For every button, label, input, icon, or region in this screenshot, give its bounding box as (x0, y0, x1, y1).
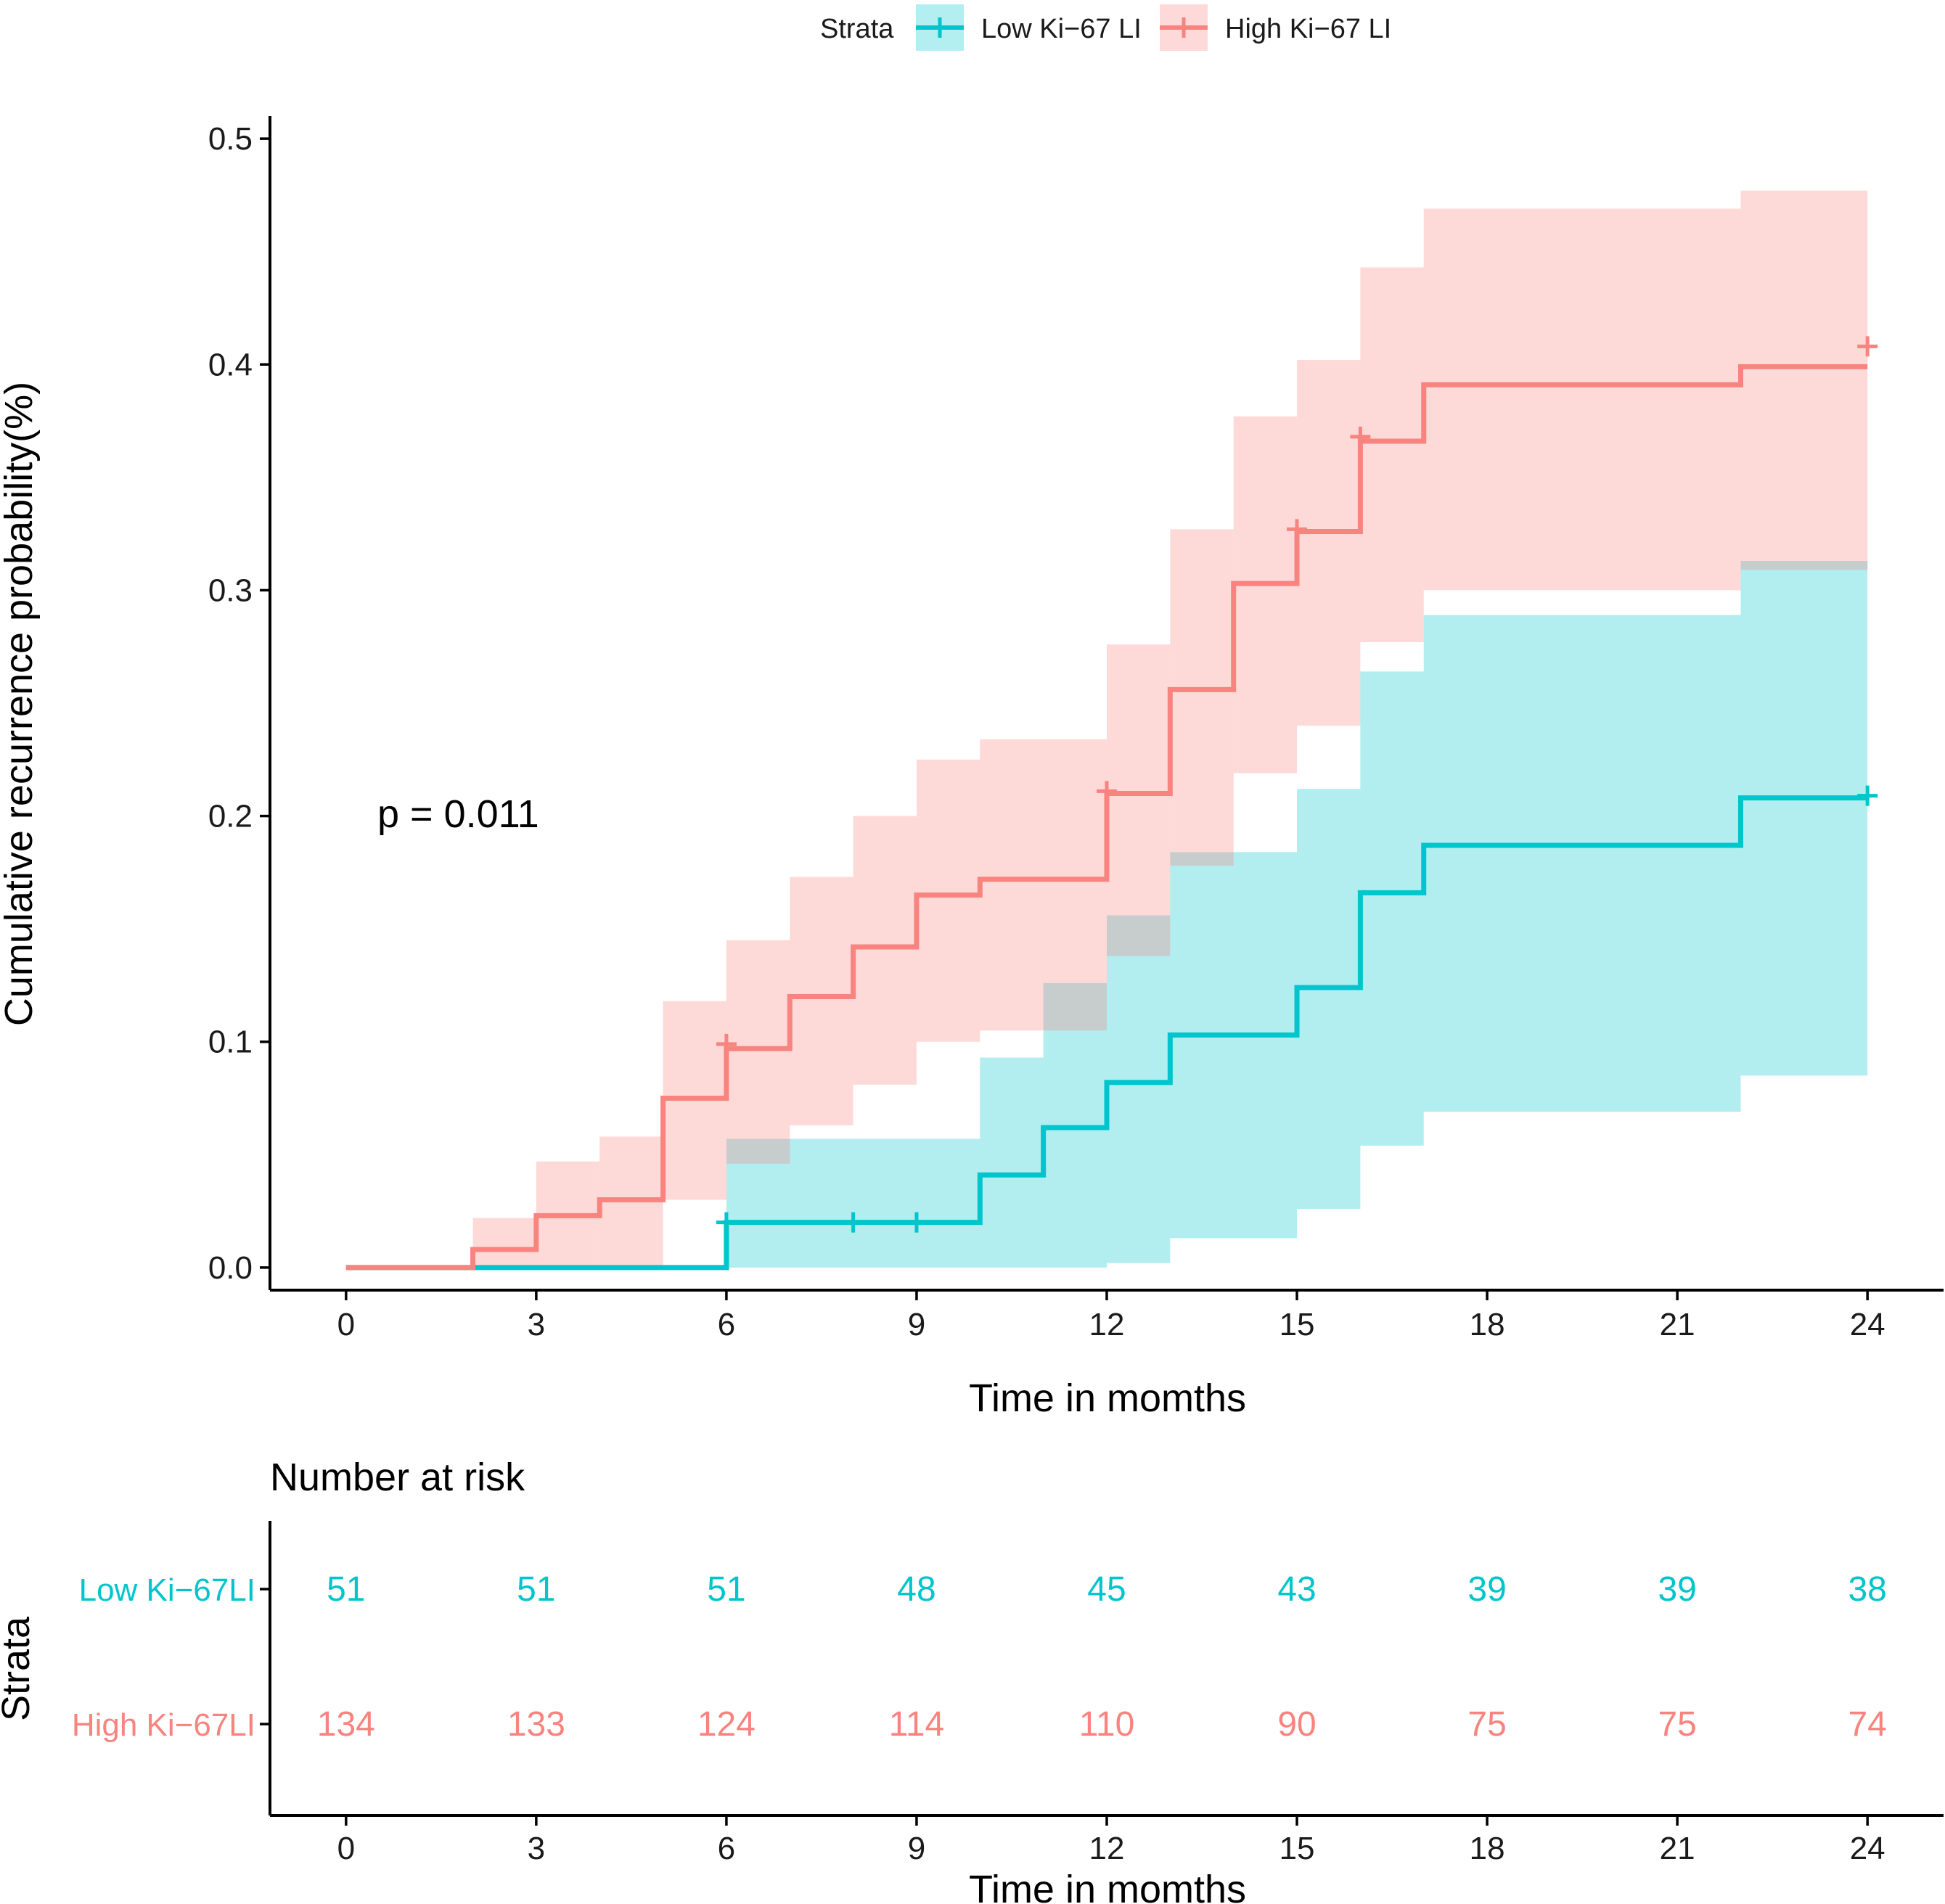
censor-mark-low (716, 1212, 737, 1233)
risk-count: 39 (1658, 1570, 1696, 1609)
x-tick-label: 21 (1660, 1307, 1695, 1342)
risk-x-tick-label: 12 (1089, 1831, 1125, 1866)
ci-band-high (1107, 644, 1171, 956)
ci-band-low (1297, 789, 1361, 1209)
x-tick-label: 9 (908, 1307, 925, 1342)
risk-count: 110 (1079, 1705, 1135, 1744)
censor-mark-low (843, 1212, 864, 1233)
risk-row-label: Low Ki−67LI (79, 1572, 255, 1608)
ci-band-high (916, 759, 980, 1042)
x-tick-label: 12 (1089, 1307, 1125, 1342)
risk-row-label: High Ki−67LI (72, 1707, 255, 1743)
x-tick-label: 3 (528, 1307, 545, 1342)
p-value-annotation: p = 0.011 (377, 792, 539, 836)
censor-mark-high (1350, 426, 1371, 447)
ci-band-low (1740, 560, 1868, 1076)
ci-band-low (1423, 615, 1741, 1112)
ci-band-low (980, 1057, 1044, 1268)
legend-title: Strata (820, 14, 894, 44)
risk-count: 133 (507, 1705, 565, 1744)
ci-band-high (1360, 267, 1424, 642)
risk-count: 51 (707, 1570, 745, 1609)
legend-item-low[interactable]: Low Ki−67 LI (916, 4, 1142, 51)
risk-x-tick-label: 24 (1850, 1831, 1885, 1866)
y-tick-label: 0.4 (208, 347, 253, 382)
risk-table-title: Number at risk (270, 1456, 525, 1499)
risk-count: 124 (697, 1705, 756, 1744)
risk-count: 39 (1467, 1570, 1506, 1609)
x-tick-label: 0 (337, 1307, 355, 1342)
risk-count: 51 (517, 1570, 555, 1609)
y-tick-label: 0.5 (208, 121, 253, 157)
legend: Strata Low Ki−67 LI High Ki−67 LI (820, 4, 1391, 51)
ci-band-high (1170, 529, 1234, 866)
ci-band-high (1297, 360, 1361, 726)
risk-count: 134 (317, 1705, 375, 1744)
risk-count: 90 (1277, 1705, 1316, 1744)
curve-high[interactable] (345, 364, 1868, 1271)
y-axis-ticks: 0.0 0.1 0.2 0.3 0.4 0.5 (208, 121, 270, 1286)
censor-mark-high (1287, 519, 1308, 540)
y-tick-label: 0.0 (208, 1250, 253, 1286)
censor-marks (716, 336, 1878, 1233)
ci-band-high (726, 940, 790, 1164)
y-tick-label: 0.2 (208, 799, 253, 834)
survival-curves (345, 364, 1868, 1271)
ci-band-low (726, 1138, 980, 1268)
risk-count: 75 (1658, 1705, 1696, 1744)
risk-count: 114 (889, 1705, 945, 1744)
ci-band-low (1107, 915, 1171, 1263)
ci-band-high (472, 1218, 536, 1268)
ci-band-low (1170, 852, 1298, 1239)
risk-count: 38 (1848, 1570, 1886, 1609)
y-tick-label: 0.1 (208, 1025, 253, 1060)
y-tick-label: 0.3 (208, 573, 253, 608)
risk-x-tick-label: 18 (1470, 1831, 1505, 1866)
risk-table-ylabel: Strata (0, 1616, 38, 1721)
x-axis-ticks: 0 3 6 9 12 15 18 21 24 (337, 1290, 1885, 1342)
risk-x-tick-label: 6 (718, 1831, 735, 1866)
censor-mark-low (1857, 785, 1878, 806)
risk-x-axis-title: Time in momths (969, 1868, 1246, 1904)
legend-label-high: High Ki−67 LI (1225, 14, 1391, 44)
x-axis-title: Time in momths (969, 1376, 1246, 1420)
x-tick-label: 15 (1279, 1307, 1315, 1342)
risk-x-tick-label: 0 (337, 1831, 355, 1866)
censor-mark-high (716, 1033, 737, 1054)
x-tick-label: 6 (718, 1307, 735, 1342)
risk-count: 43 (1277, 1570, 1316, 1609)
ci-band-high (853, 816, 917, 1085)
risk-count: 51 (327, 1570, 365, 1609)
ci-band-high (790, 877, 853, 1125)
censor-mark-high (1857, 336, 1878, 357)
ci-band-high (1423, 208, 1741, 591)
risk-x-tick-label: 21 (1660, 1831, 1695, 1866)
risk-x-tick-label: 9 (908, 1831, 925, 1866)
ci-band-high (980, 739, 1107, 1031)
ci-band-high (1233, 416, 1298, 774)
y-axis-title: Cumulative recurrence probability(%) (0, 382, 41, 1026)
x-tick-label: 18 (1470, 1307, 1505, 1342)
ci-band-high (1740, 190, 1868, 570)
censor-mark-high (1097, 781, 1117, 802)
legend-item-high[interactable]: High Ki−67 LI (1160, 4, 1391, 51)
risk-count: 48 (897, 1570, 935, 1609)
confidence-bands (472, 190, 1868, 1268)
curve-low[interactable] (345, 795, 1868, 1271)
risk-count: 75 (1467, 1705, 1506, 1744)
ci-band-low (1360, 671, 1424, 1146)
risk-count: 45 (1087, 1570, 1126, 1609)
risk-x-tick-label: 3 (528, 1831, 545, 1866)
censor-mark-low (906, 1212, 927, 1233)
risk-x-tick-label: 15 (1279, 1831, 1315, 1866)
x-tick-label: 24 (1850, 1307, 1885, 1342)
risk-x-axis-ticks: 0 3 6 9 12 15 18 21 24 (337, 1815, 1885, 1866)
legend-label-low: Low Ki−67 LI (981, 14, 1142, 44)
risk-table-rows: Low Ki−67LI 51 51 51 48 45 43 39 39 38 High Ki−67L… (72, 1570, 1887, 1744)
risk-count: 74 (1848, 1705, 1886, 1744)
